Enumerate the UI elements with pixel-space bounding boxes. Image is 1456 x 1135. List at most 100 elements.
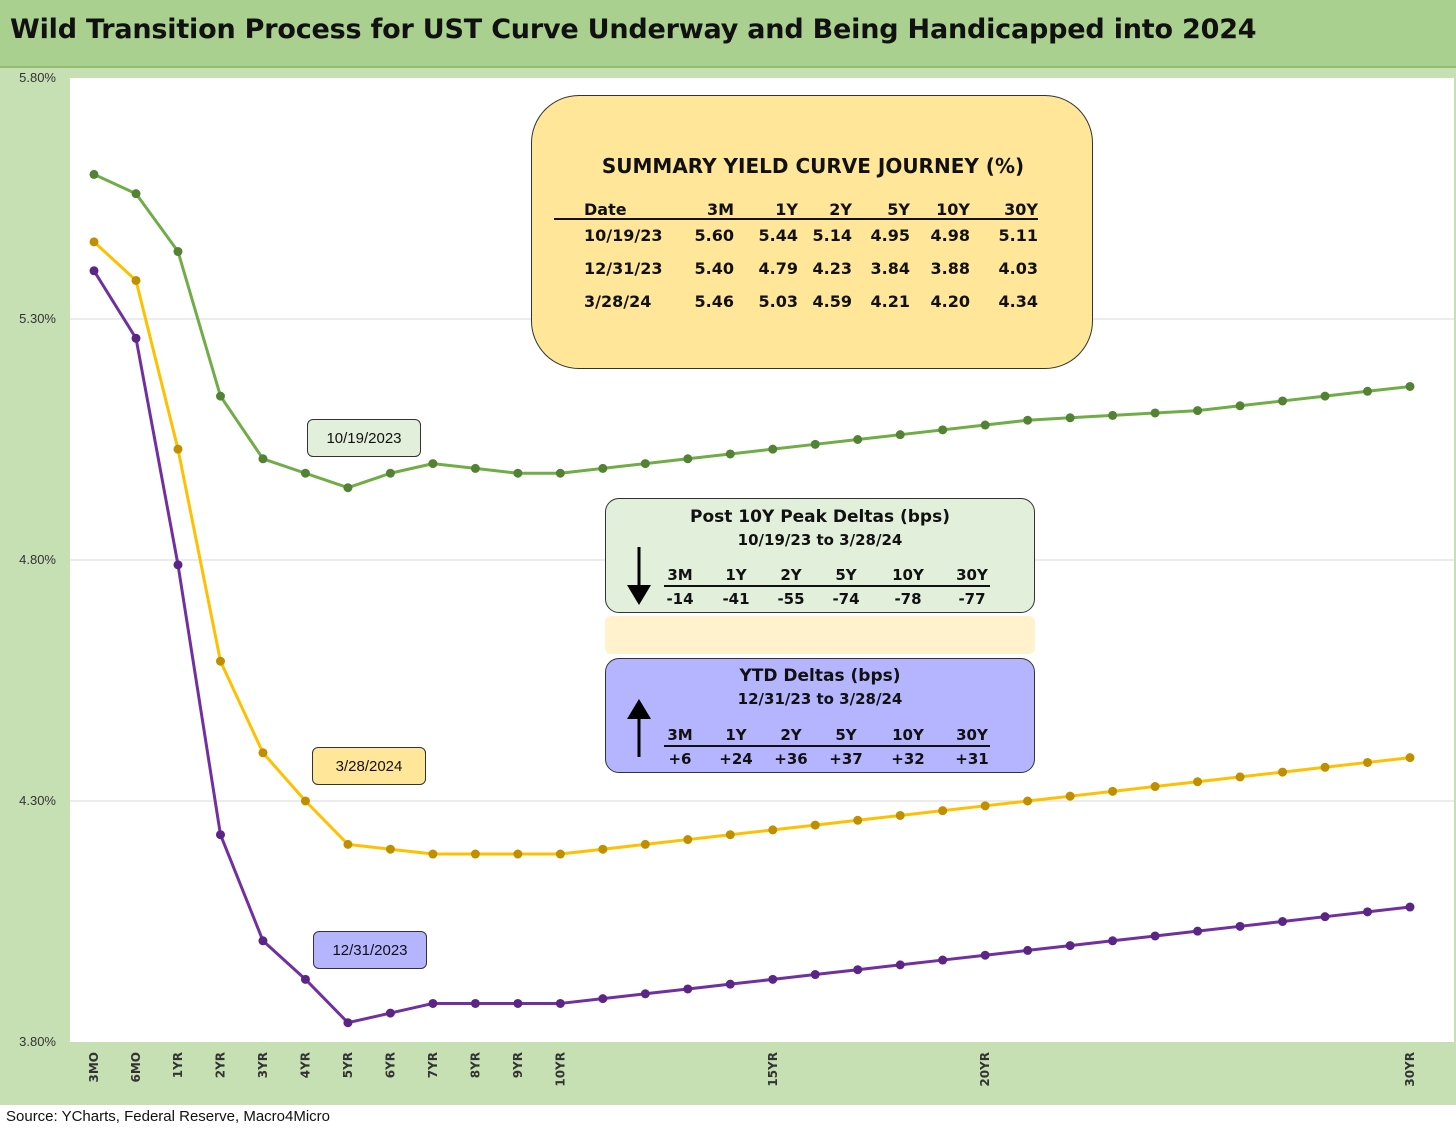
x-tick-label: 1YR: [171, 1052, 185, 1078]
delta-header-cell: 30Y: [956, 726, 988, 744]
ytd-deltas-title: YTD Deltas (bps): [739, 666, 901, 686]
delta-header-cell: 5Y: [835, 726, 857, 744]
data-point: [385, 1008, 395, 1018]
data-point: [1193, 926, 1203, 936]
data-point: [640, 459, 650, 469]
summary-table-cell: 12/31/23: [584, 259, 663, 278]
series-10-19-2023: [89, 169, 1415, 493]
data-point: [1108, 410, 1118, 420]
data-point: [470, 849, 480, 859]
data-point: [1108, 786, 1118, 796]
summary-table: Date 3M 1Y 2Y 5Y 10Y 30Y 10/19/23 5.60 5.44 5.14 4.…: [532, 96, 1094, 370]
delta-header-rule: [664, 745, 990, 747]
summary-table-cell: 5.46: [694, 292, 734, 311]
summary-table-cell: 5.11: [998, 226, 1038, 245]
data-point: [428, 459, 438, 469]
summary-table-cell: 5.40: [694, 259, 734, 278]
data-point: [89, 169, 99, 179]
x-tick-label: 10YR: [553, 1052, 567, 1087]
delta-header-cell: 30Y: [956, 566, 988, 584]
data-point: [1320, 912, 1330, 922]
summary-table-cell: 5.14: [812, 226, 852, 245]
summary-table-cell: 3.88: [930, 259, 970, 278]
summary-header-cell: 2Y: [829, 200, 852, 219]
delta-header-cell: 10Y: [892, 726, 924, 744]
data-point: [215, 391, 225, 401]
data-point: [725, 449, 735, 459]
summary-header-cell: 30Y: [1004, 200, 1038, 219]
data-point: [810, 820, 820, 830]
data-point: [1150, 408, 1160, 418]
data-point: [1150, 782, 1160, 792]
x-tick-label: 4YR: [298, 1052, 312, 1078]
data-point: [555, 468, 565, 478]
source-note: Source: YCharts, Federal Reserve, Macro4…: [6, 1108, 331, 1125]
series-label-10-19-2023: 10/19/2023: [307, 419, 421, 457]
data-point: [258, 454, 268, 464]
delta-value-cell: -77: [958, 590, 986, 608]
delta-value-cell: -14: [666, 590, 694, 608]
data-point: [131, 333, 141, 343]
data-point: [343, 839, 353, 849]
summary-table-cell: 5.03: [758, 292, 798, 311]
data-point: [89, 237, 99, 247]
summary-table-cell: 4.34: [998, 292, 1038, 311]
data-point: [470, 463, 480, 473]
data-point: [1023, 415, 1033, 425]
data-point: [980, 950, 990, 960]
x-tick-label: 3MO: [87, 1052, 101, 1083]
delta-header-cell: 5Y: [835, 566, 857, 584]
data-point: [428, 998, 438, 1008]
delta-header-cell: 2Y: [780, 566, 802, 584]
data-point: [300, 468, 310, 478]
data-point: [555, 998, 565, 1008]
data-point: [938, 425, 948, 435]
data-point: [1320, 391, 1330, 401]
data-point: [1065, 791, 1075, 801]
data-point: [385, 844, 395, 854]
data-point: [131, 189, 141, 199]
summary-header-cell: 5Y: [887, 200, 910, 219]
summary-table-cell: 4.03: [998, 259, 1038, 278]
delta-value-cell: -78: [894, 590, 922, 608]
summary-table-cell: 4.79: [758, 259, 798, 278]
data-point: [895, 430, 905, 440]
delta-value-cell: -55: [777, 590, 805, 608]
data-point: [768, 825, 778, 835]
summary-table-cell: 4.95: [870, 226, 910, 245]
series-3-28-2024: [89, 237, 1415, 859]
x-tick-label: 15YR: [766, 1052, 780, 1087]
data-point: [470, 998, 480, 1008]
data-point: [853, 815, 863, 825]
data-point: [513, 998, 523, 1008]
summary-yield-curve-box: SUMMARY YIELD CURVE JOURNEY (%) Date 3M 1Y…: [531, 95, 1093, 369]
up-arrow-icon: [627, 699, 651, 757]
data-point: [1363, 907, 1373, 917]
series-lines: [89, 169, 1415, 1028]
data-point: [173, 444, 183, 454]
data-point: [1235, 921, 1245, 931]
delta-value-cell: +31: [955, 750, 989, 768]
data-point: [343, 1018, 353, 1028]
data-point: [1363, 757, 1373, 767]
y-tick-label: 5.30%: [19, 311, 56, 326]
data-point: [598, 844, 608, 854]
data-point: [385, 468, 395, 478]
delta-header-cell: 10Y: [892, 566, 924, 584]
peak-deltas-subtitle: 10/19/23 to 3/28/24: [737, 531, 903, 549]
data-point: [1405, 381, 1415, 391]
peak-deltas-table: 3M 1Y 2Y 5Y 10Y 30Y -14 -41 -55 -74 -78 -77: [606, 499, 1034, 612]
summary-table-cell: 10/19/23: [584, 226, 663, 245]
delta-value-cell: -74: [832, 590, 860, 608]
summary-header-cell: Date: [584, 200, 627, 219]
x-tick-label: 5YR: [341, 1052, 355, 1078]
x-tick-label: 30YR: [1403, 1052, 1417, 1087]
summary-header-cell: 10Y: [936, 200, 970, 219]
data-point: [513, 468, 523, 478]
y-tick-label: 5.80%: [19, 70, 56, 85]
data-point: [555, 849, 565, 859]
data-point: [725, 830, 735, 840]
x-tick-label: 2YR: [213, 1052, 227, 1078]
delta-header-cell: 1Y: [725, 726, 747, 744]
series-line: [92, 270, 1411, 1025]
